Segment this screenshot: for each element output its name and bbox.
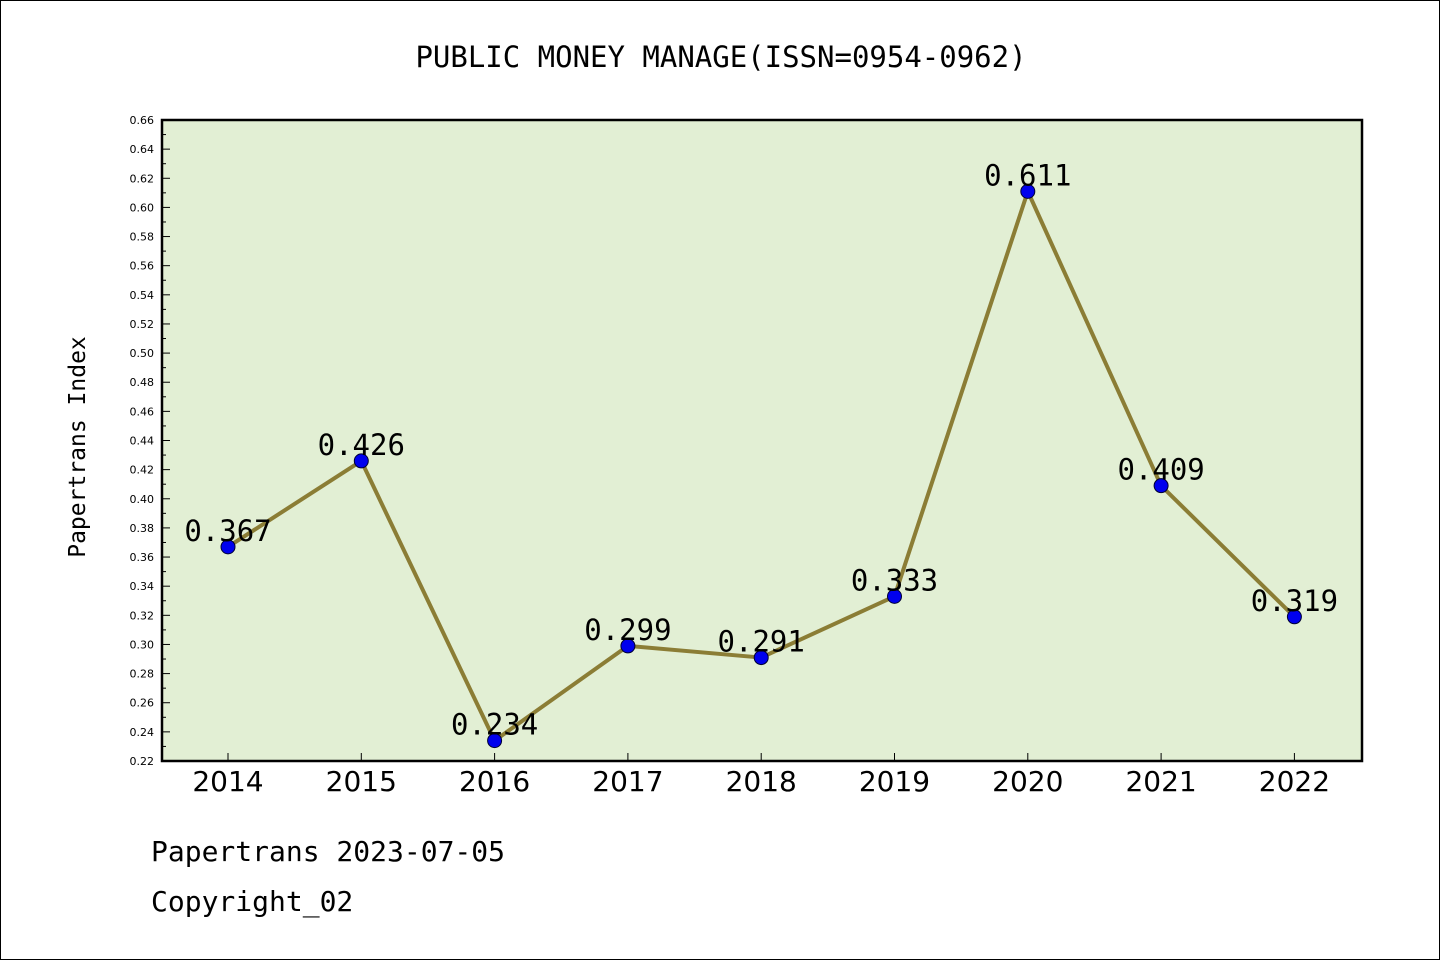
data-point [1020,183,1036,199]
y-tick-label: 0.50 [130,347,155,360]
footer-date: Papertrans 2023-07-05 [151,835,506,868]
y-tick-label: 0.38 [130,522,155,535]
y-tick-label: 0.44 [130,435,155,448]
data-point [487,733,503,749]
data-label: 0.234 [451,708,538,742]
data-label: 0.333 [851,563,938,597]
data-point [753,650,769,666]
data-label: 0.291 [718,625,805,659]
y-tick-label: 0.52 [130,318,155,331]
y-tick-label: 0.48 [130,376,155,389]
data-label: 0.611 [984,158,1071,192]
chart-title: PUBLIC MONEY MANAGE(ISSN=0954-0962) [415,40,1026,74]
data-point [353,453,369,469]
x-tick-label: 2017 [592,765,663,798]
y-tick-label: 0.28 [130,668,155,681]
x-tick-label: 2014 [192,765,263,798]
y-tick-label: 0.36 [130,551,155,564]
data-point [620,638,636,654]
data-point [1286,609,1302,625]
data-label: 0.299 [584,613,671,647]
data-labels: 0.367 0.426 0.234 0.299 0.291 0.333 0.611 0.409… [184,158,1338,741]
y-tick-label: 0.58 [130,231,155,244]
x-tick-label: 2020 [992,765,1063,798]
y-tick-label: 0.62 [130,172,155,185]
y-tick-label: 0.34 [130,580,155,593]
y-tick-label: 0.42 [130,464,155,477]
footer-copyright: Copyright_02 [151,885,354,918]
y-tick-label: 0.40 [130,493,155,506]
data-label: 0.367 [184,514,271,548]
y-axis-ticks: 0.22 0.24 0.26 0.28 0.30 0.32 0.34 0.36 0.38 0.40… [130,114,170,768]
data-point [887,588,902,604]
data-label: 0.319 [1251,584,1338,618]
y-tick-label: 0.46 [130,405,155,418]
y-tick-label: 0.30 [130,638,155,651]
data-point [220,539,236,555]
y-tick-label: 0.54 [130,289,155,302]
data-label: 0.409 [1117,453,1204,487]
data-point [1153,478,1169,494]
y-tick-label: 0.56 [130,260,155,273]
y-tick-label: 0.22 [130,755,155,768]
y-tick-label: 0.26 [130,697,155,710]
x-tick-label: 2015 [326,765,397,798]
x-axis-ticks: 2014 2015 2016 2017 2018 2019 2020 2021 2022 [192,753,1330,798]
x-tick-label: 2016 [459,765,530,798]
y-tick-label: 0.24 [130,726,155,739]
x-tick-label: 2018 [726,765,797,798]
data-label: 0.426 [318,428,405,462]
x-tick-label: 2019 [859,765,930,798]
y-tick-label: 0.66 [130,114,155,127]
y-axis-label: Papertrans Index [65,336,91,558]
y-tick-label: 0.32 [130,609,155,622]
y-tick-label: 0.60 [130,201,155,214]
x-tick-label: 2021 [1125,765,1196,798]
series-index [220,183,1302,749]
x-tick-label: 2022 [1259,765,1330,798]
y-tick-label: 0.64 [130,143,155,156]
